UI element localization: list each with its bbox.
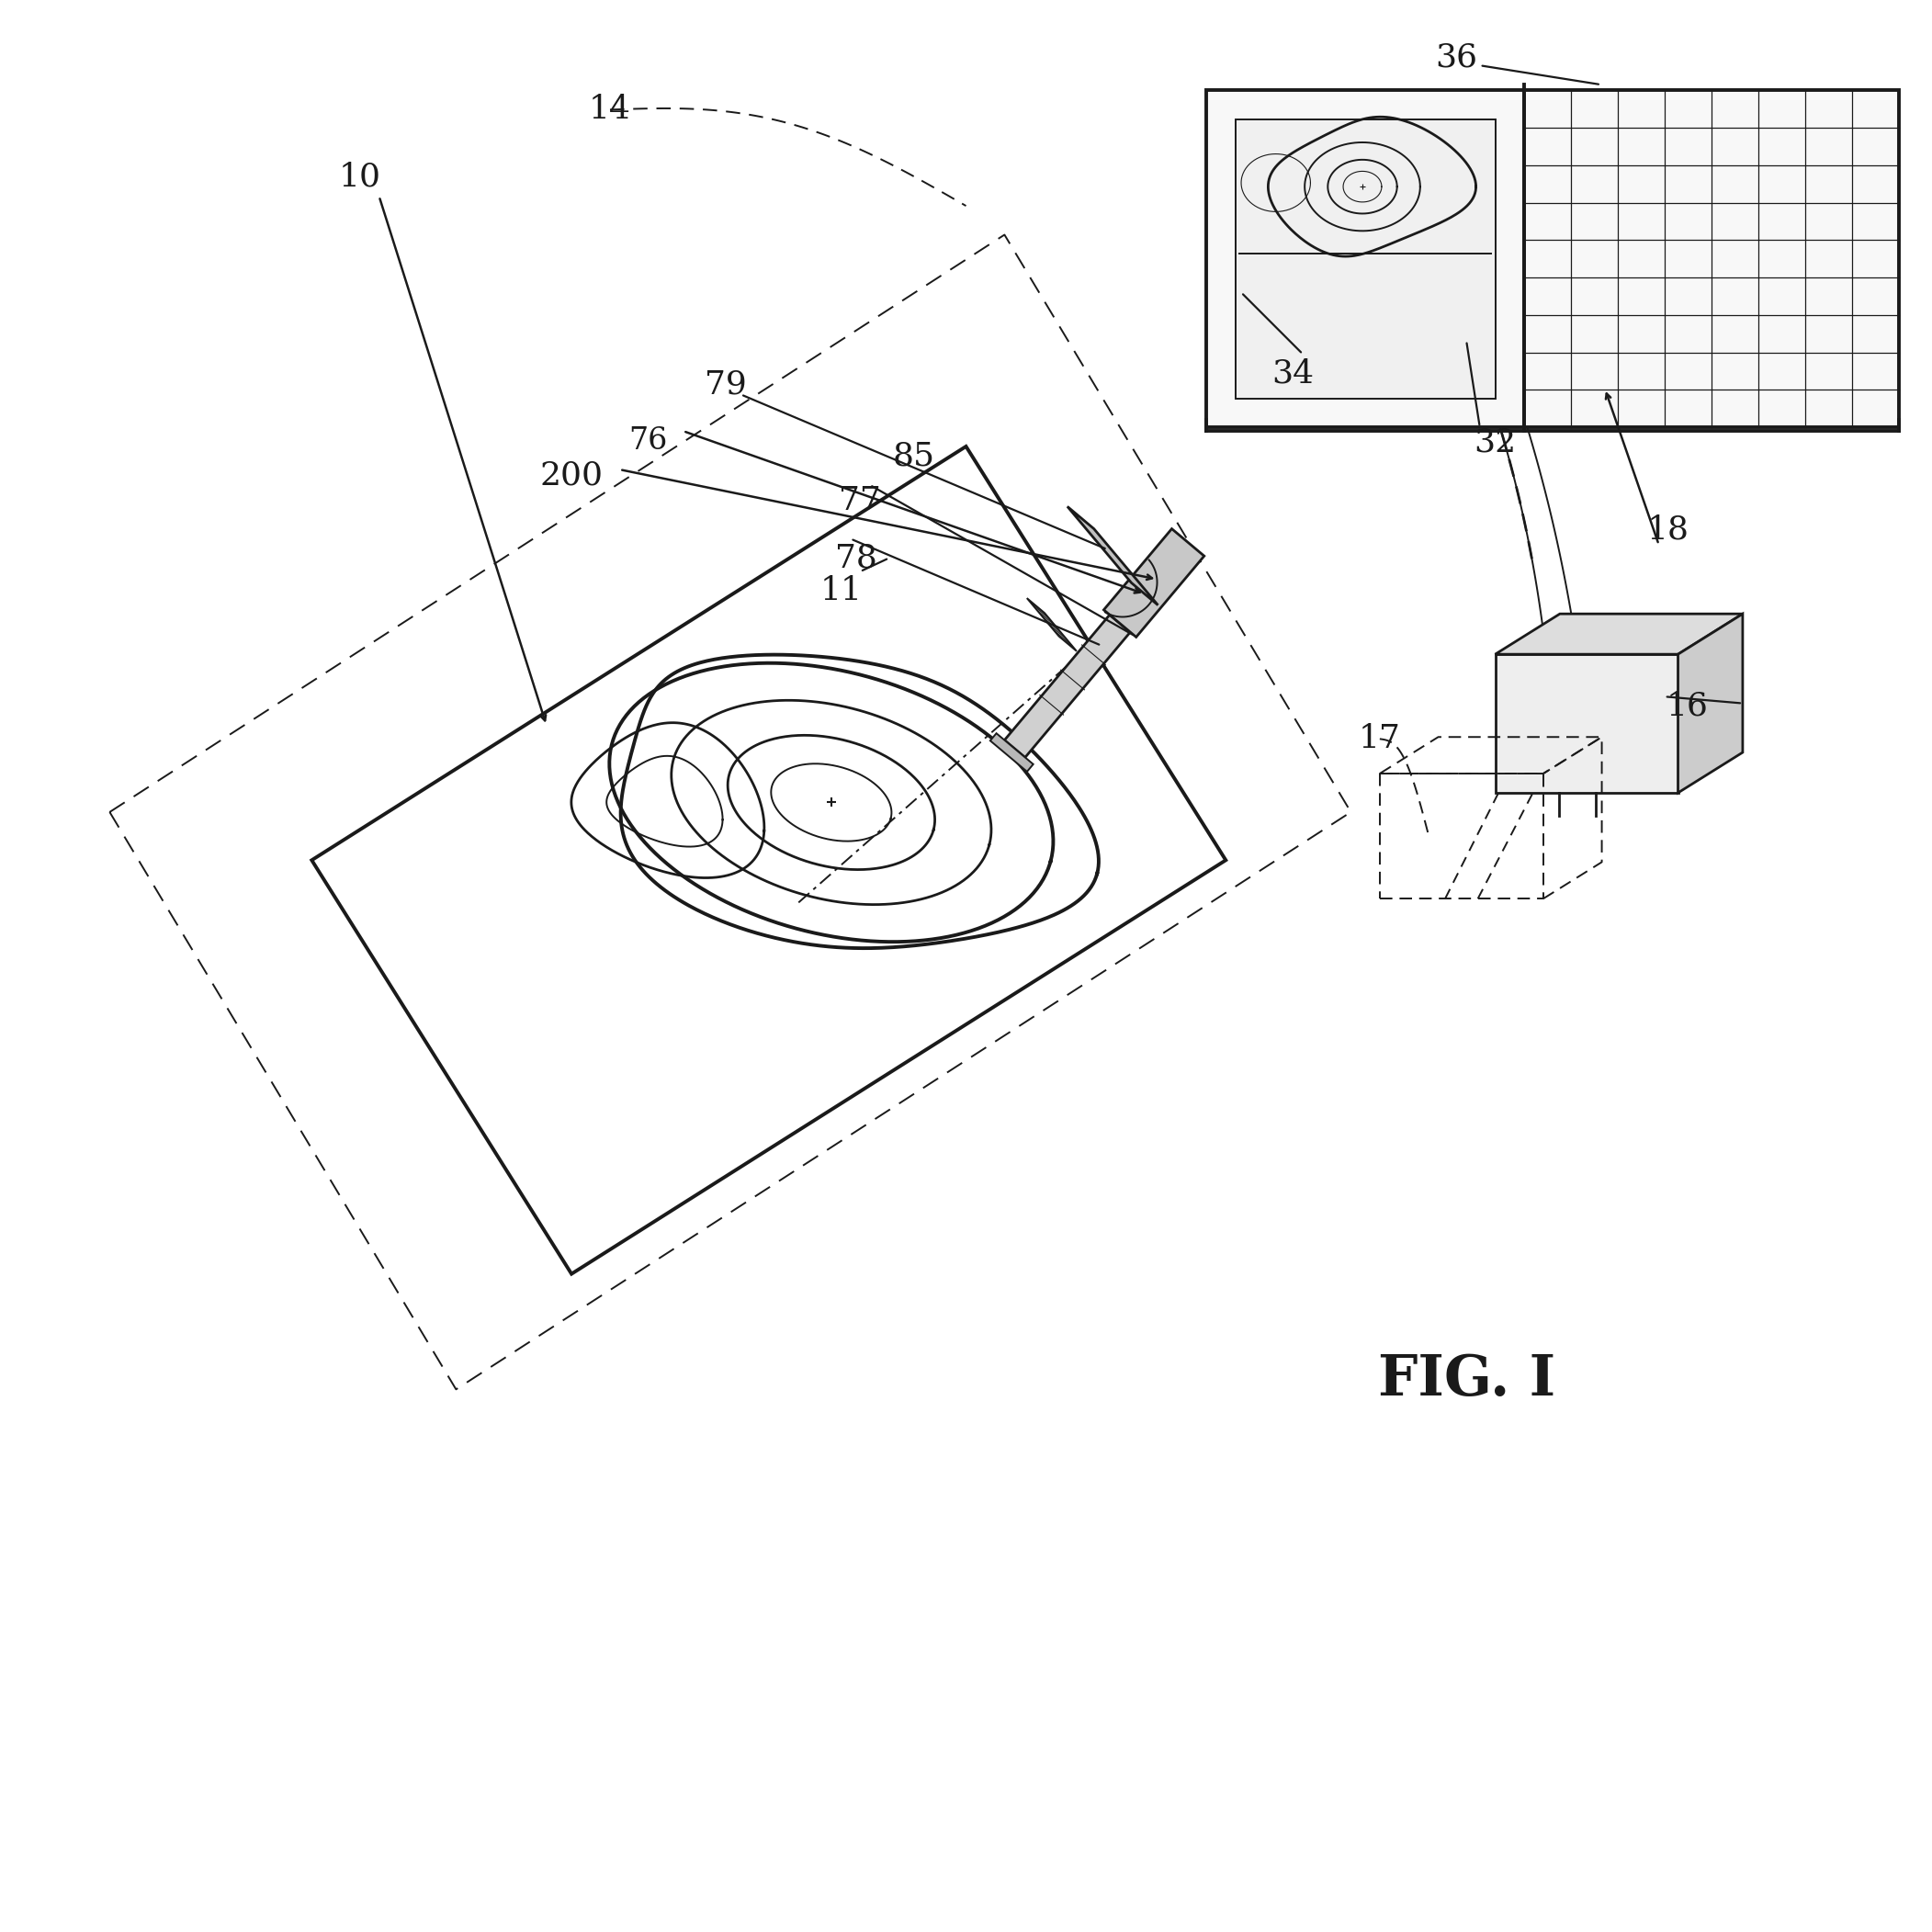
Polygon shape bbox=[1495, 655, 1679, 792]
Text: 79: 79 bbox=[705, 369, 746, 400]
Text: 11: 11 bbox=[819, 576, 862, 607]
Text: 200: 200 bbox=[539, 460, 603, 491]
Polygon shape bbox=[1005, 614, 1130, 757]
Polygon shape bbox=[1103, 529, 1204, 638]
Polygon shape bbox=[1235, 120, 1495, 398]
Text: 76: 76 bbox=[630, 425, 668, 456]
Polygon shape bbox=[1524, 91, 1899, 427]
Text: 36: 36 bbox=[1435, 43, 1478, 73]
Polygon shape bbox=[1066, 506, 1157, 605]
Text: 18: 18 bbox=[1648, 514, 1689, 545]
Text: 10: 10 bbox=[338, 162, 381, 193]
Text: 34: 34 bbox=[1271, 357, 1314, 388]
Text: 85: 85 bbox=[893, 440, 935, 471]
Text: 14: 14 bbox=[589, 95, 632, 126]
Polygon shape bbox=[1208, 91, 1524, 427]
Polygon shape bbox=[1495, 614, 1743, 655]
Text: 77: 77 bbox=[838, 485, 881, 516]
Text: 78: 78 bbox=[835, 543, 877, 574]
Polygon shape bbox=[1028, 599, 1076, 651]
Text: 32: 32 bbox=[1474, 427, 1517, 458]
Polygon shape bbox=[991, 734, 1034, 771]
Polygon shape bbox=[311, 446, 1225, 1273]
Text: FIG. I: FIG. I bbox=[1378, 1352, 1555, 1406]
Text: 16: 16 bbox=[1667, 690, 1708, 723]
Text: 17: 17 bbox=[1358, 723, 1401, 755]
Polygon shape bbox=[1679, 614, 1743, 792]
